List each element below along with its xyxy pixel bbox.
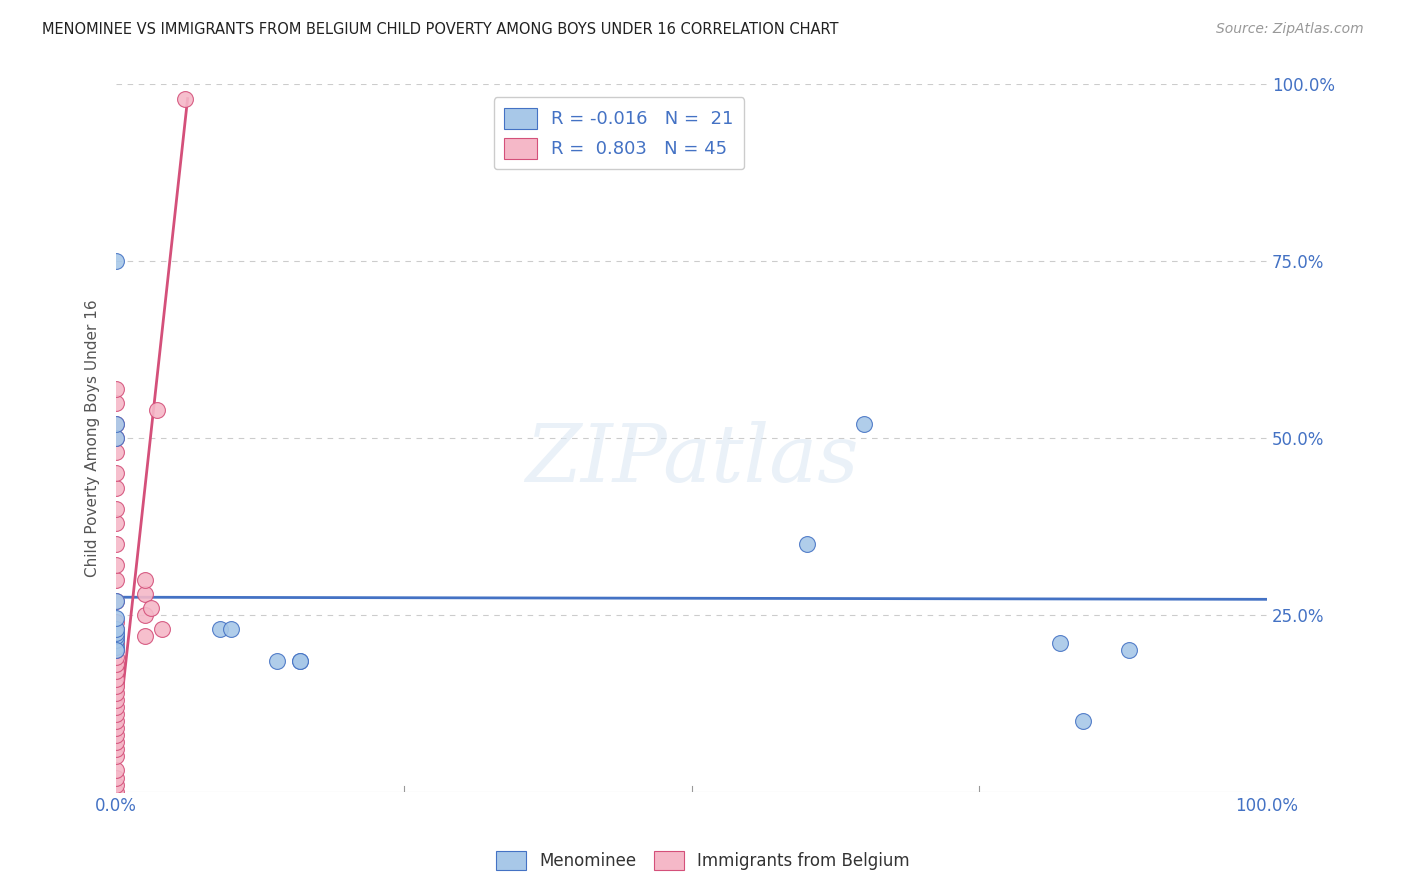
Point [174,92,197,106]
Y-axis label: Child Poverty Among Boys Under 16: Child Poverty Among Boys Under 16 [86,299,100,577]
Point [105,417,128,431]
Point [134,607,156,622]
Point [1118,643,1140,657]
Point [105,692,128,706]
Point [105,382,128,396]
Point [105,629,128,643]
Point [139,600,162,615]
Point [105,735,128,749]
Point [105,636,128,650]
Point [105,417,128,431]
Point [105,771,128,785]
Point [105,467,128,481]
Point [134,573,156,587]
Point [853,417,876,431]
Point [105,622,128,636]
Point [105,481,128,495]
Point [105,764,128,778]
Point [105,395,128,409]
Point [290,654,312,668]
Point [105,558,128,573]
Point [105,686,128,700]
Point [105,537,128,551]
Point [134,629,156,643]
Point [290,654,312,668]
Point [105,643,128,657]
Point [105,650,128,665]
Point [105,622,128,636]
Point [105,593,128,607]
Point [105,445,128,459]
Point [266,654,288,668]
Point [105,573,128,587]
Point [105,721,128,735]
Point [1071,714,1094,728]
Point [105,501,128,516]
Legend: Menominee, Immigrants from Belgium: Menominee, Immigrants from Belgium [489,844,917,877]
Point [105,742,128,756]
Text: ZIPatlas: ZIPatlas [524,420,858,498]
Point [105,254,128,268]
Point [105,778,128,792]
Point [105,632,128,647]
Point [150,622,173,636]
Point [105,615,128,629]
Point [105,611,128,625]
Point [105,665,128,679]
Point [105,625,128,640]
Point [105,785,128,799]
Point [105,714,128,728]
Point [105,516,128,530]
Point [105,657,128,672]
Point [105,679,128,693]
Point [105,728,128,742]
Point [221,622,243,636]
Text: MENOMINEE VS IMMIGRANTS FROM BELGIUM CHILD POVERTY AMONG BOYS UNDER 16 CORRELATI: MENOMINEE VS IMMIGRANTS FROM BELGIUM CHI… [42,22,839,37]
Point [105,593,128,607]
Text: Source: ZipAtlas.com: Source: ZipAtlas.com [1216,22,1364,37]
Point [145,402,167,417]
Point [208,622,231,636]
Point [105,640,128,654]
Point [105,749,128,764]
Point [105,431,128,445]
Point [1049,636,1071,650]
Point [105,699,128,714]
Point [105,643,128,657]
Point [105,672,128,686]
Point [105,431,128,445]
Legend: R = -0.016   N =  21, R =  0.803   N = 45: R = -0.016 N = 21, R = 0.803 N = 45 [494,97,745,169]
Point [105,706,128,721]
Point [134,587,156,601]
Point [105,629,128,643]
Point [796,537,818,551]
